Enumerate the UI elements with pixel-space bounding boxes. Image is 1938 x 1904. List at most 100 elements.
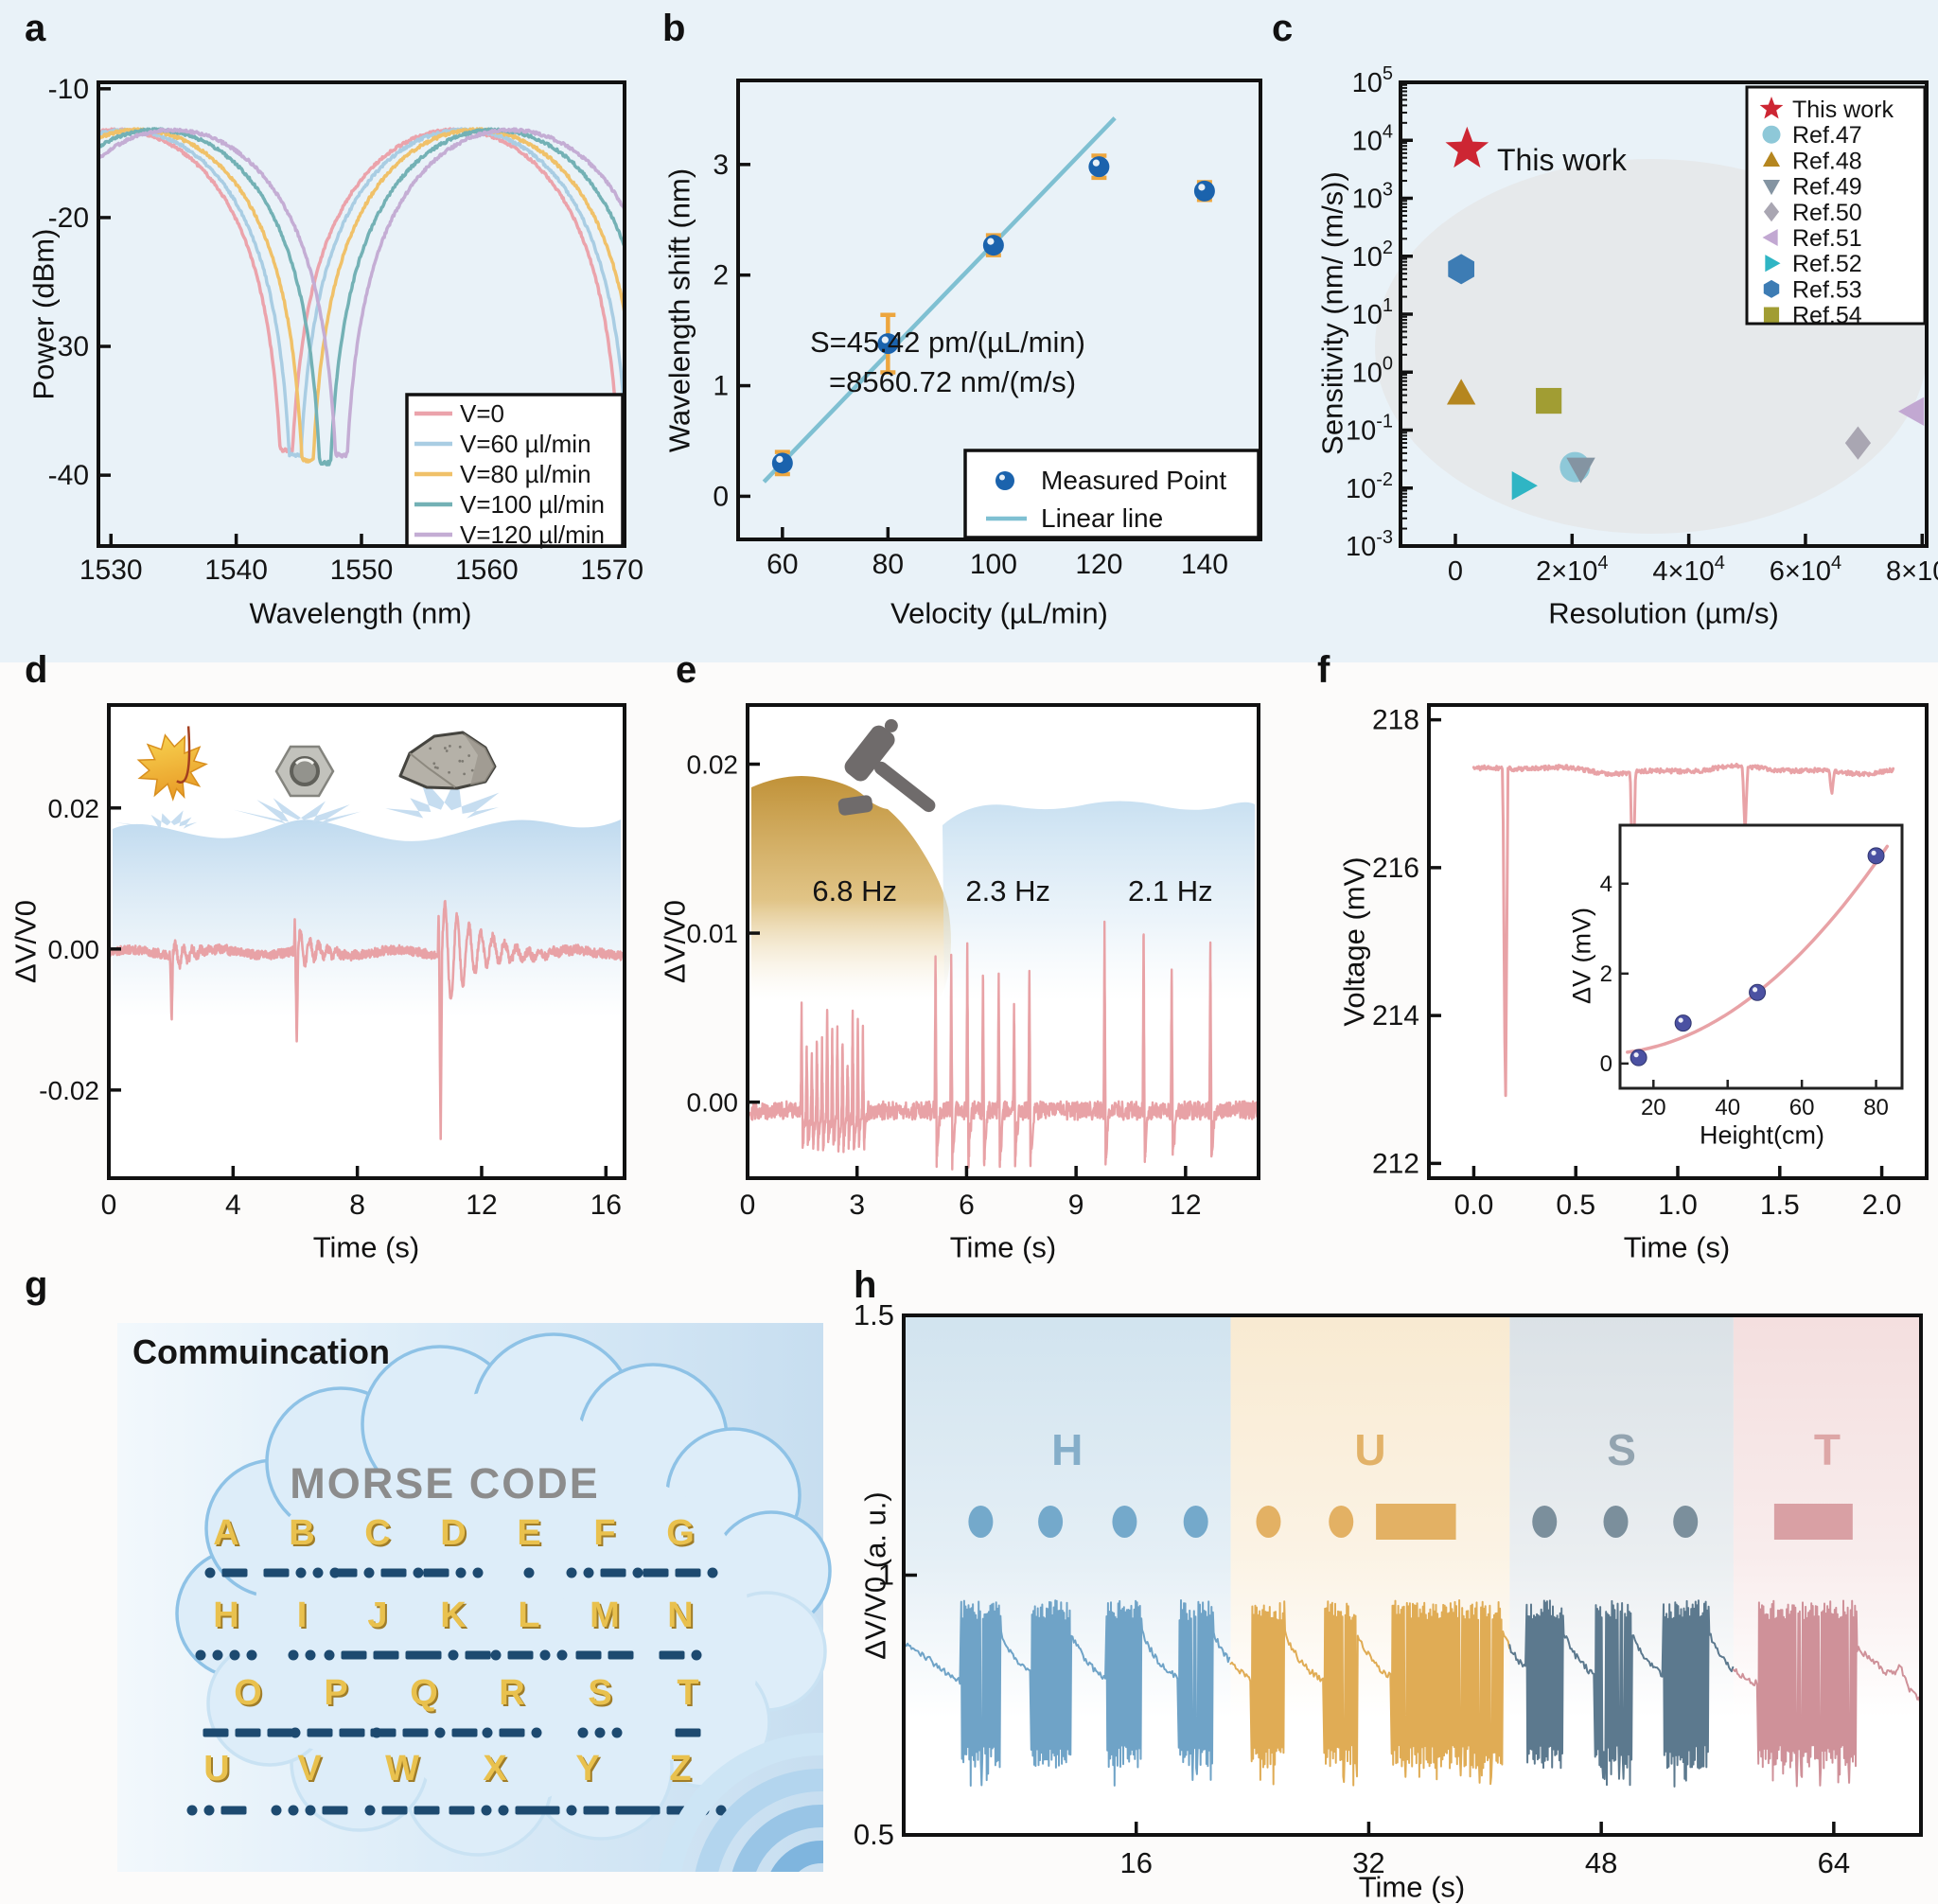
panel-a-xlabel: Wavelength (nm) xyxy=(249,596,472,630)
svg-text:D: D xyxy=(440,1513,466,1553)
svg-text:2×104: 2×104 xyxy=(1536,553,1608,587)
svg-text:10-3: 10-3 xyxy=(1346,527,1393,562)
panel-c-xlabel: Resolution (µm/s) xyxy=(1548,596,1779,630)
panel-f-chart: 0.0 0.5 1.0 1.5 2.0 212 214 216 218 20 40 60 80 0 2 4 xyxy=(1372,703,1929,1221)
panel-c-label: c xyxy=(1272,8,1294,49)
svg-text:V=80 µl/min: V=80 µl/min xyxy=(460,460,591,488)
svg-text:R: R xyxy=(499,1673,524,1713)
morse-signal-H xyxy=(903,1599,1231,1787)
svg-text:W: W xyxy=(387,1751,421,1790)
morse-signal-T xyxy=(1732,1599,1921,1788)
svg-text:Linear line: Linear line xyxy=(1041,503,1163,533)
svg-text:H: H xyxy=(1051,1425,1083,1474)
svg-text:C: C xyxy=(366,1515,392,1555)
svg-text:Ref.47: Ref.47 xyxy=(1792,122,1862,149)
panel-d-label: d xyxy=(25,649,48,691)
voltage-trace xyxy=(1471,762,1895,1098)
communication-title: Commuincation xyxy=(132,1332,391,1371)
morse-dot xyxy=(1183,1506,1208,1538)
svg-text:80: 80 xyxy=(1863,1095,1889,1120)
svg-text:=8560.72 nm/(m/s): =8560.72 nm/(m/s) xyxy=(829,365,1076,398)
svg-text:Ref.49: Ref.49 xyxy=(1792,174,1862,201)
svg-text:64: 64 xyxy=(1818,1846,1850,1879)
svg-text:Ref.52: Ref.52 xyxy=(1792,251,1862,277)
svg-text:2: 2 xyxy=(1600,961,1612,987)
svg-text:0: 0 xyxy=(740,1190,756,1221)
panel-b-xlabel: Velocity (µL/min) xyxy=(890,596,1108,630)
panel-b-chart: S=45.42 pm/(µL/min) =8560.72 nm/(m/s) 60 80… xyxy=(713,79,1262,580)
vibration-signal-trace xyxy=(746,920,1260,1171)
cloud-graphic xyxy=(175,1332,832,1857)
panel-e-chart: 6.8 Hz 2.3 Hz 2.1 Hz 0 3 6 9 12 0.02 0.01 0.00 xyxy=(687,703,1260,1221)
svg-text:12: 12 xyxy=(1170,1190,1201,1221)
svg-text:0: 0 xyxy=(101,1190,117,1221)
svg-text:4: 4 xyxy=(1600,872,1612,897)
panel-f-xlabel: Time (s) xyxy=(1623,1230,1731,1264)
svg-text:L: L xyxy=(518,1595,539,1635)
morse-dot xyxy=(968,1506,994,1538)
morse-signal-U xyxy=(1229,1599,1511,1787)
svg-text:80: 80 xyxy=(872,549,904,580)
svg-text:1.5: 1.5 xyxy=(854,1298,894,1331)
spectrum-curve-0 xyxy=(97,127,626,454)
svg-text:-0.02: -0.02 xyxy=(39,1076,99,1105)
morse-dot xyxy=(1038,1506,1064,1538)
spectrum-curve-2 xyxy=(97,127,626,464)
svg-text:0.00: 0.00 xyxy=(687,1088,739,1118)
svg-text:U: U xyxy=(1354,1425,1385,1474)
svg-text:4×104: 4×104 xyxy=(1652,553,1724,587)
svg-text:H: H xyxy=(213,1595,238,1635)
svg-text:Ref.51: Ref.51 xyxy=(1792,225,1862,252)
morse-dash xyxy=(1376,1504,1456,1540)
svg-text:9: 9 xyxy=(1068,1190,1084,1221)
panel-g-label: g xyxy=(25,1264,48,1306)
svg-text:101: 101 xyxy=(1352,295,1393,330)
svg-text:10-2: 10-2 xyxy=(1346,469,1393,504)
svg-text:W: W xyxy=(385,1749,419,1789)
svg-text:-20: -20 xyxy=(48,203,89,234)
svg-text:-10: -10 xyxy=(48,74,89,105)
svg-text:0: 0 xyxy=(1600,1051,1612,1077)
svg-text:0.00: 0.00 xyxy=(48,935,100,964)
svg-text:V: V xyxy=(297,1749,322,1789)
svg-text:16: 16 xyxy=(590,1190,622,1221)
scatter-point-ref-48 xyxy=(1446,379,1476,405)
morse-code-title: MORSE CODE xyxy=(290,1459,600,1507)
svg-text:S: S xyxy=(588,1673,611,1713)
svg-text:P: P xyxy=(324,1673,347,1713)
svg-text:0: 0 xyxy=(1448,556,1463,587)
svg-text:100: 100 xyxy=(970,549,1017,580)
svg-text:S=45.42 pm/(µL/min): S=45.42 pm/(µL/min) xyxy=(810,326,1085,359)
svg-text:H: H xyxy=(215,1597,240,1637)
svg-text:1.5: 1.5 xyxy=(1760,1190,1800,1221)
svg-text:1540: 1540 xyxy=(204,555,268,586)
svg-text:Z: Z xyxy=(671,1751,693,1790)
panel-h-chart: H U S T 16 32 48 64 0.5 1 1.5 xyxy=(854,1298,1923,1879)
svg-text:8: 8 xyxy=(349,1190,365,1221)
svg-text:Ref.53: Ref.53 xyxy=(1792,276,1862,303)
panel-f-label: f xyxy=(1317,649,1330,691)
svg-text:-30: -30 xyxy=(48,331,89,362)
svg-text:K: K xyxy=(442,1597,468,1637)
water-graphic xyxy=(943,801,1255,1001)
svg-text:This work: This work xyxy=(1497,143,1628,177)
svg-text:12: 12 xyxy=(466,1190,497,1221)
svg-text:V=0: V=0 xyxy=(460,399,504,428)
panel-b-ylabel: Wavelength shift (nm) xyxy=(662,167,696,453)
svg-text:V: V xyxy=(299,1751,324,1790)
svg-text:A: A xyxy=(213,1513,238,1553)
splash-icon xyxy=(385,772,500,819)
morse-dot xyxy=(1256,1506,1281,1538)
svg-text:214: 214 xyxy=(1372,1000,1419,1031)
svg-text:T: T xyxy=(677,1673,698,1713)
svg-text:X: X xyxy=(484,1751,509,1790)
svg-text:This work: This work xyxy=(1792,97,1894,123)
svg-text:1570: 1570 xyxy=(580,555,643,586)
scatter-point-ref-51 xyxy=(1898,397,1925,426)
svg-text:L: L xyxy=(520,1597,541,1637)
svg-text:10-1: 10-1 xyxy=(1346,412,1393,447)
wifi-arcs-icon xyxy=(659,1733,823,1872)
